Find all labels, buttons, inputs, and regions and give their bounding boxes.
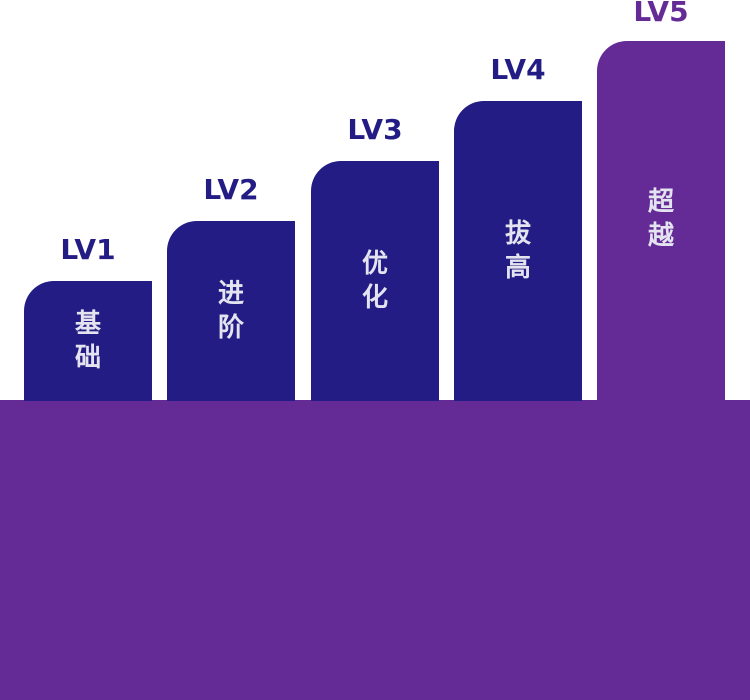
step-label-1: 基础	[74, 309, 101, 373]
step-bar-5: 超越	[597, 41, 725, 401]
step-level-2: LV2	[203, 173, 259, 206]
step-bar-4: 拔高	[454, 101, 582, 401]
step-bar-3: 优化	[311, 161, 439, 401]
base-platform	[0, 400, 750, 700]
step-bar-1: 基础	[24, 281, 152, 401]
step-label-4: 拔高	[504, 219, 531, 283]
step-level-4: LV4	[490, 53, 546, 86]
step-level-1: LV1	[60, 233, 116, 266]
step-bar-2: 进阶	[167, 221, 295, 401]
step-label-2: 进阶	[217, 279, 244, 343]
step-level-5: LV5	[633, 0, 689, 28]
step-level-3: LV3	[347, 113, 403, 146]
step-label-3: 优化	[361, 249, 388, 313]
step-label-5: 超越	[647, 187, 674, 251]
